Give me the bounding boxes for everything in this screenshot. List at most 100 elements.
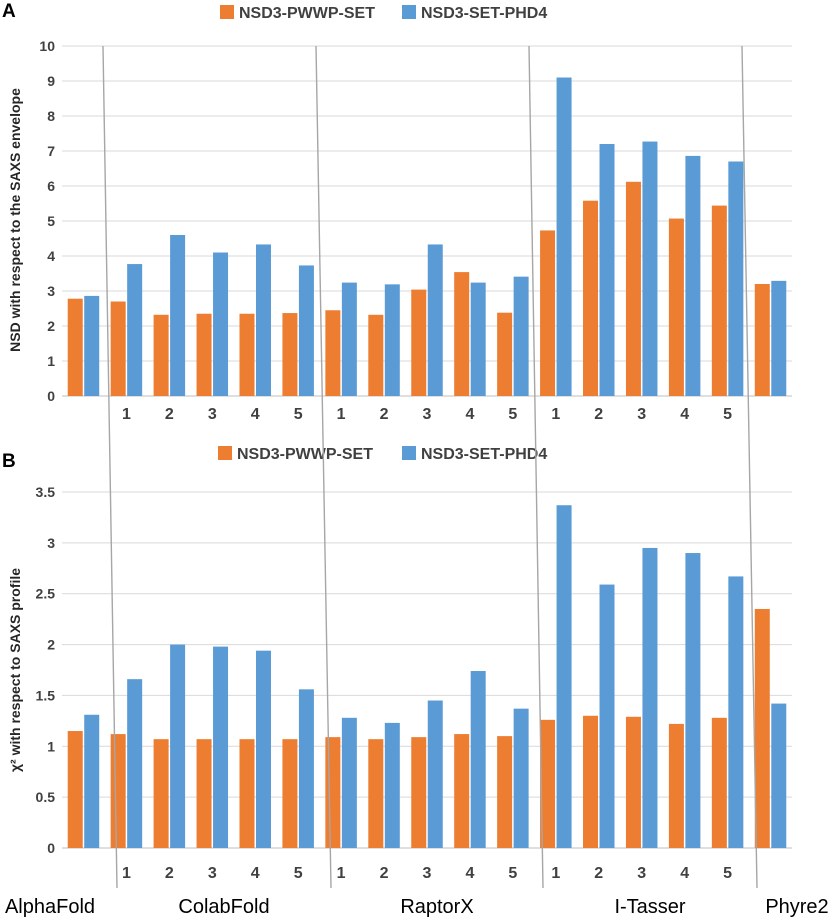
bar-nsd3-set-phd4 — [513, 708, 529, 848]
bar-nsd3-pwwp-set — [668, 218, 684, 396]
y-tick-label: 1 — [47, 353, 55, 369]
panel-b-x-ticks: 1 2 3 4 5 1 2 3 4 5 1 2 3 4 5 — [122, 865, 732, 882]
x-tick-label: 1 — [551, 406, 560, 423]
panel-a-legend-swatch-series1 — [220, 5, 234, 19]
x-tick-label: 3 — [423, 406, 432, 423]
panel-a-y-ticks: 0 1 2 3 4 5 6 7 8 9 10 — [39, 38, 55, 404]
group-label-raptorx: RaptorX — [400, 896, 473, 918]
panel-b-bars — [67, 505, 787, 848]
x-tick-label: 2 — [165, 865, 174, 882]
y-tick-label: 3 — [47, 283, 55, 299]
y-tick-label: 6 — [47, 178, 55, 194]
y-tick-label: 7 — [47, 143, 55, 159]
divider-itasser-phyre2 — [741, 45, 758, 889]
x-tick-label: 4 — [465, 406, 474, 423]
bar-nsd3-set-phd4 — [255, 650, 271, 848]
y-tick-label: 2.5 — [36, 586, 56, 602]
y-tick-label: 1 — [47, 738, 55, 754]
y-tick-label: 9 — [47, 73, 55, 89]
y-tick-label: 2 — [47, 637, 55, 653]
bar-nsd3-set-phd4 — [642, 141, 658, 396]
bar-nsd3-pwwp-set — [325, 310, 341, 396]
x-tick-label: 2 — [594, 406, 603, 423]
bar-nsd3-pwwp-set — [196, 313, 212, 396]
panel-a-letter: A — [2, 1, 16, 22]
x-tick-label: 1 — [337, 865, 346, 882]
bar-nsd3-pwwp-set — [110, 301, 126, 396]
bar-nsd3-pwwp-set — [711, 717, 727, 848]
bar-nsd3-pwwp-set — [325, 737, 341, 848]
bar-nsd3-set-phd4 — [513, 276, 529, 396]
bar-nsd3-pwwp-set — [625, 716, 641, 848]
x-tick-label: 3 — [208, 865, 217, 882]
x-tick-label: 1 — [551, 865, 560, 882]
x-tick-label: 3 — [637, 406, 646, 423]
bar-nsd3-set-phd4 — [427, 244, 443, 396]
bar-nsd3-set-phd4 — [127, 264, 143, 396]
panel-a-x-ticks: 1 2 3 4 5 1 2 3 4 5 1 2 3 4 5 — [122, 406, 732, 423]
panel-a: A NSD3-PWWP-SET NSD3-SET-PHD4 NSD with r… — [2, 1, 792, 423]
x-tick-label: 4 — [680, 865, 689, 882]
x-tick-label: 1 — [122, 865, 131, 882]
bar-nsd3-set-phd4 — [771, 280, 787, 396]
y-tick-label: 3 — [47, 535, 55, 551]
panel-a-legend-label-series1: NSD3-PWWP-SET — [239, 5, 375, 22]
bar-nsd3-set-phd4 — [685, 155, 701, 396]
panel-b-legend-label-series2: NSD3-SET-PHD4 — [421, 446, 547, 463]
x-tick-label: 2 — [380, 406, 389, 423]
panel-b: B NSD3-PWWP-SET NSD3-SET-PHD4 χ² with re… — [2, 446, 792, 882]
x-tick-label: 2 — [594, 865, 603, 882]
bar-nsd3-pwwp-set — [282, 739, 298, 848]
x-tick-label: 4 — [251, 865, 260, 882]
x-tick-label: 5 — [294, 406, 303, 423]
x-tick-label: 5 — [294, 865, 303, 882]
bar-nsd3-set-phd4 — [213, 252, 229, 396]
bar-nsd3-pwwp-set — [625, 181, 641, 396]
y-tick-label: 5 — [47, 213, 55, 229]
panel-a-y-axis-label: NSD with respect to the SAXS envelope — [7, 88, 23, 352]
panel-b-y-ticks: 0 0.5 1 1.5 2 2.5 3 3.5 — [36, 484, 56, 856]
x-tick-label: 2 — [165, 406, 174, 423]
x-tick-label: 2 — [380, 865, 389, 882]
bar-nsd3-pwwp-set — [153, 314, 169, 396]
bar-nsd3-set-phd4 — [213, 646, 229, 848]
x-tick-label: 3 — [208, 406, 217, 423]
bar-nsd3-pwwp-set — [583, 715, 599, 848]
bar-nsd3-pwwp-set — [668, 723, 684, 848]
divider-alphafold-colabfold — [102, 45, 118, 889]
x-tick-label: 1 — [122, 406, 131, 423]
bar-nsd3-set-phd4 — [84, 714, 100, 848]
y-tick-label: 2 — [47, 318, 55, 334]
bar-nsd3-set-phd4 — [470, 282, 486, 396]
bar-nsd3-pwwp-set — [540, 230, 556, 396]
y-tick-label: 0.5 — [36, 789, 56, 805]
x-tick-label: 3 — [637, 865, 646, 882]
group-labels: AlphaFold ColabFold RaptorX I-Tasser Phy… — [5, 896, 829, 918]
bar-nsd3-pwwp-set — [67, 731, 83, 848]
group-label-itasser: I-Tasser — [614, 896, 685, 918]
bar-nsd3-set-phd4 — [642, 547, 658, 848]
y-tick-label: 1.5 — [36, 687, 56, 703]
bar-nsd3-set-phd4 — [170, 644, 186, 848]
bar-nsd3-set-phd4 — [127, 679, 143, 848]
bar-nsd3-set-phd4 — [341, 717, 357, 848]
bar-nsd3-set-phd4 — [771, 703, 787, 848]
y-tick-label: 8 — [47, 108, 55, 124]
bar-nsd3-pwwp-set — [110, 734, 126, 848]
group-label-alphafold: AlphaFold — [5, 896, 95, 918]
divider-colabfold-raptorx — [315, 45, 332, 889]
bar-nsd3-set-phd4 — [170, 235, 186, 396]
bar-nsd3-set-phd4 — [298, 689, 314, 848]
bar-nsd3-set-phd4 — [556, 505, 572, 848]
bar-nsd3-set-phd4 — [298, 265, 314, 396]
bar-nsd3-set-phd4 — [599, 144, 615, 396]
bar-nsd3-pwwp-set — [497, 736, 513, 848]
bar-nsd3-set-phd4 — [84, 295, 100, 396]
panel-b-letter: B — [2, 451, 16, 472]
bar-nsd3-pwwp-set — [368, 739, 384, 848]
x-tick-label: 4 — [251, 406, 260, 423]
bar-nsd3-pwwp-set — [196, 739, 212, 848]
divider-raptorx-itasser — [528, 45, 544, 889]
panel-a-legend-label-series2: NSD3-SET-PHD4 — [421, 5, 547, 22]
